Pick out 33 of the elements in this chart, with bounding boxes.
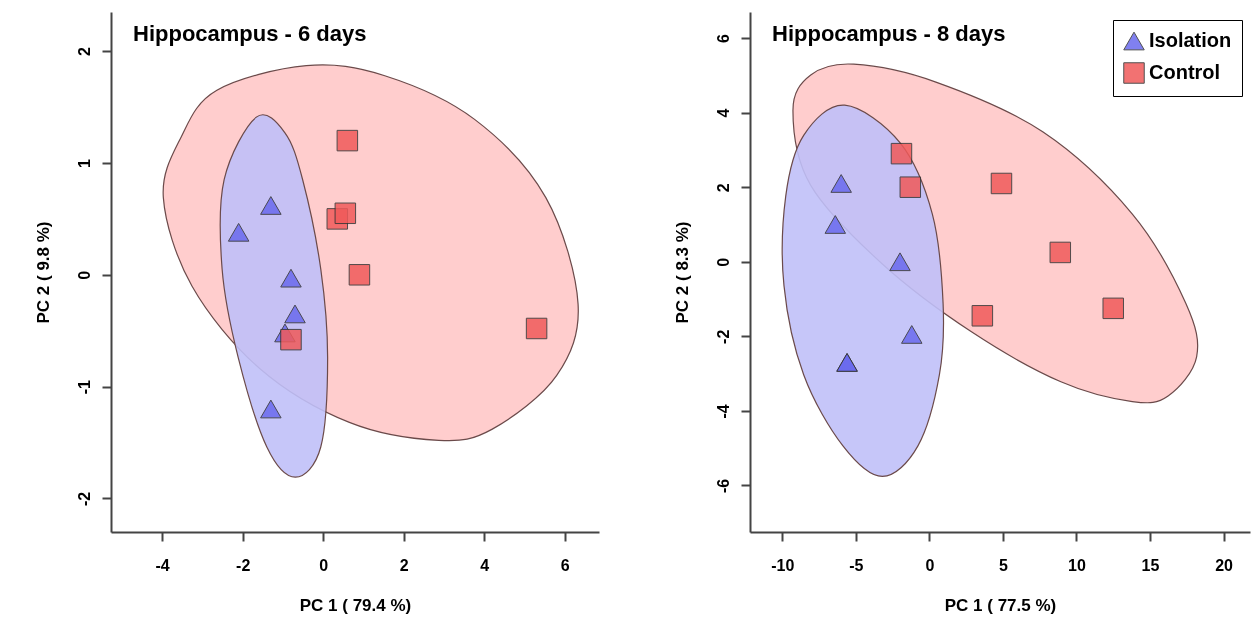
y-tick-label: 0 — [75, 270, 93, 280]
y-axis-title: PC 2 ( 9.8 %) — [33, 221, 53, 324]
y-tick-label: -6 — [714, 478, 732, 494]
x-tick-label: -10 — [771, 556, 795, 574]
y-tick-label: 6 — [714, 34, 732, 44]
y-tick-label: 2 — [714, 183, 732, 193]
x-axis-title: PC 1 ( 79.4 %) — [299, 595, 412, 615]
y-tick-label: -2 — [714, 329, 732, 344]
x-tick-label: 20 — [1215, 556, 1234, 574]
x-tick-label: 15 — [1141, 556, 1160, 574]
y-tick-label: 1 — [75, 158, 93, 168]
x-tick-label: 4 — [480, 556, 490, 574]
y-tick-label: 4 — [714, 108, 732, 118]
legend-label: Control — [1149, 61, 1221, 83]
y-axis-title: PC 2 ( 8.3 %) — [672, 221, 692, 324]
y-tick-label: -1 — [75, 379, 93, 395]
x-tick-label: -4 — [155, 556, 170, 574]
x-tick-label: 10 — [1068, 556, 1086, 574]
x-axis-title: PC 1 ( 77.5 %) — [944, 595, 1057, 615]
x-tick-label: -5 — [849, 556, 864, 574]
legend-label: Isolation — [1149, 29, 1232, 51]
x-tick-label: 2 — [399, 556, 409, 574]
y-tick-label: -4 — [714, 404, 732, 419]
y-tick-label: 0 — [714, 257, 732, 267]
y-tick-label: 2 — [75, 47, 93, 57]
x-tick-label: 6 — [560, 556, 570, 574]
x-tick-label: 0 — [925, 556, 935, 574]
x-tick-label: -2 — [236, 556, 251, 574]
x-tick-label: 0 — [319, 556, 329, 574]
chart-title: Hippocampus - 6 days — [133, 21, 367, 46]
chart-title: Hippocampus - 8 days — [772, 21, 1006, 46]
x-tick-label: 5 — [998, 556, 1008, 574]
y-tick-label: -2 — [75, 491, 93, 507]
